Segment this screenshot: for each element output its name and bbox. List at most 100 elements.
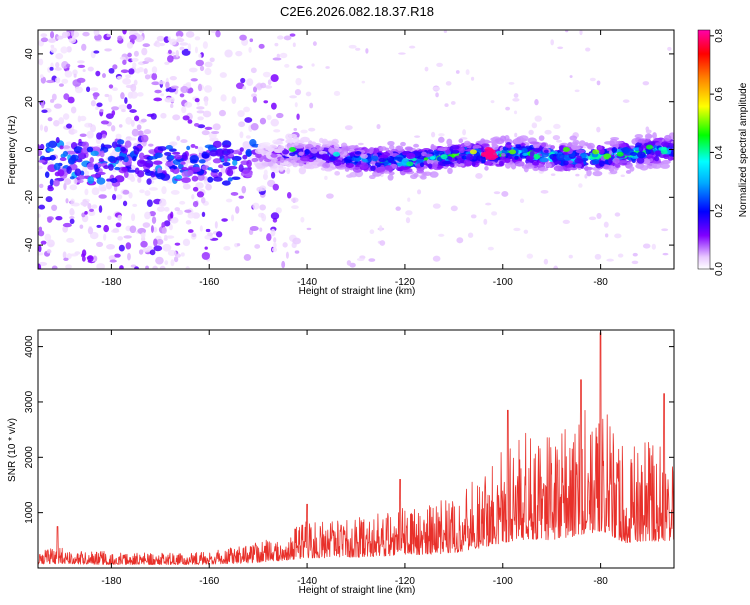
heatmap-cell <box>294 141 299 146</box>
heatmap-cell <box>293 128 298 131</box>
heatmap-cell <box>541 142 547 148</box>
heatmap-cell <box>559 145 565 152</box>
heatmap-cell <box>202 110 212 118</box>
heatmap-cell <box>167 55 174 63</box>
heatmap-cell <box>144 190 151 197</box>
heatmap-cell <box>103 224 110 233</box>
heatmap-cell <box>40 240 47 245</box>
heatmap-cell <box>114 146 122 152</box>
heatmap-cell <box>465 153 474 161</box>
heatmap-cell <box>285 251 289 259</box>
heatmap-cell <box>292 237 302 245</box>
heatmap-cell <box>248 46 252 53</box>
heatmap-cell <box>104 93 110 98</box>
heatmap-cell <box>51 204 58 212</box>
heatmap-cell <box>184 101 193 108</box>
heatmap-cell <box>256 186 263 192</box>
heatmap-cell <box>667 156 674 161</box>
heatmap-cell <box>245 148 253 157</box>
heatmap-cell <box>263 100 269 104</box>
heatmap-cell <box>100 120 110 125</box>
heatmap-cell <box>96 241 104 248</box>
heatmap-cell <box>519 198 525 203</box>
heatmap-y-tick-label: -40 <box>24 237 35 252</box>
heatmap-cell <box>282 149 290 155</box>
heatmap-cell <box>190 232 197 240</box>
heatmap-cell <box>294 250 300 254</box>
heatmap-cell <box>93 30 100 36</box>
heatmap-cell <box>306 227 312 231</box>
heatmap-cell <box>348 44 357 49</box>
heatmap-cell <box>273 241 277 250</box>
heatmap-cell <box>82 31 90 37</box>
heatmap-cell <box>598 148 605 155</box>
heatmap-cell <box>140 232 146 239</box>
heatmap-cell <box>237 110 245 118</box>
heatmap-cell <box>73 146 83 154</box>
heatmap-cell <box>437 147 447 151</box>
heatmap-cell <box>192 186 199 192</box>
heatmap-cell <box>387 174 394 181</box>
heatmap-cell <box>319 146 324 151</box>
heatmap-cell <box>107 215 112 221</box>
heatmap-cell <box>159 199 167 207</box>
heatmap-cell <box>189 67 198 73</box>
heatmap-cell <box>270 118 280 127</box>
heatmap-cell <box>170 189 180 195</box>
heatmap-cell <box>153 238 158 247</box>
heatmap-cell <box>387 140 395 146</box>
heatmap-cell <box>180 161 186 165</box>
heatmap-cell <box>430 145 438 150</box>
heatmap-cell <box>660 163 670 169</box>
snr-x-tick-label: -100 <box>493 576 513 587</box>
heatmap-cell <box>531 122 538 129</box>
heatmap-cell <box>126 169 137 173</box>
heatmap-cell <box>38 263 42 269</box>
heatmap-cell <box>223 155 228 163</box>
heatmap-cell <box>227 165 238 170</box>
heatmap-cell <box>136 124 142 131</box>
heatmap-cell <box>47 117 53 122</box>
heatmap-cell <box>154 89 162 94</box>
heatmap-cell <box>515 144 521 149</box>
heatmap-cell <box>207 167 213 171</box>
heatmap-cell <box>265 146 274 151</box>
heatmap-x-tick-label: -80 <box>593 277 608 288</box>
heatmap-cell <box>146 113 155 117</box>
heatmap-cell <box>98 194 107 199</box>
heatmap-cell <box>389 144 395 150</box>
heatmap-cell <box>180 85 189 94</box>
heatmap-cell <box>77 64 86 68</box>
heatmap-cell <box>143 129 152 135</box>
heatmap-cell <box>142 43 151 48</box>
heatmap-cell <box>578 183 583 188</box>
heatmap-cell <box>44 171 50 178</box>
heatmap-cell <box>62 113 70 120</box>
heatmap-cell <box>218 164 224 169</box>
heatmap-cell <box>467 232 474 238</box>
heatmap-cell <box>625 169 632 174</box>
heatmap-cell <box>195 59 205 67</box>
heatmap-cell <box>634 134 644 139</box>
heatmap-cell <box>131 213 136 222</box>
heatmap-cell <box>334 170 341 176</box>
heatmap-cell <box>205 228 211 233</box>
heatmap-cell <box>173 154 183 160</box>
heatmap-cell <box>185 265 190 269</box>
heatmap-cell <box>289 33 296 37</box>
heatmap-cell <box>413 143 420 148</box>
heatmap-cell <box>87 227 94 235</box>
heatmap-cell <box>310 147 318 154</box>
heatmap-cell <box>259 227 263 232</box>
heatmap-cell <box>586 169 592 177</box>
heatmap-cell <box>49 66 54 71</box>
heatmap-cell <box>591 158 600 165</box>
heatmap-cell <box>129 137 137 141</box>
heatmap-cell <box>254 244 261 249</box>
heatmap-cell <box>544 129 552 135</box>
heatmap-cell <box>46 148 54 152</box>
heatmap-cell <box>521 147 528 154</box>
heatmap-cell <box>235 50 243 57</box>
heatmap-cell <box>355 47 361 51</box>
heatmap-cell <box>163 220 171 227</box>
